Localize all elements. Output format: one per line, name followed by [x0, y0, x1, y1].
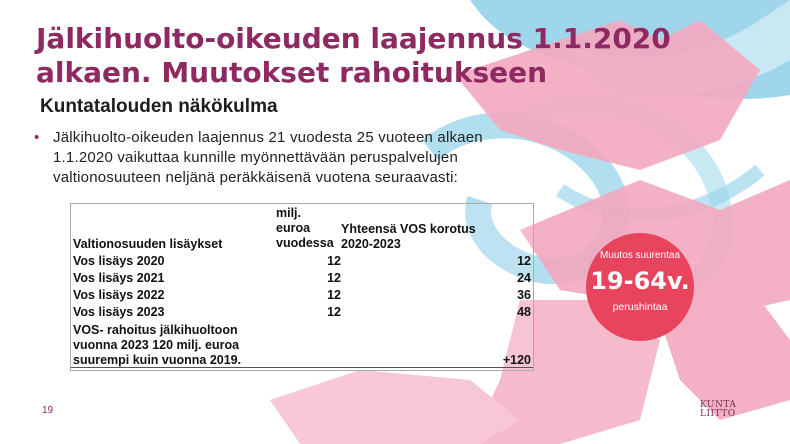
logo-line-2: LIITTO — [700, 409, 736, 419]
title-line-2: alkaen. Muutokset rahoitukseen — [36, 56, 548, 89]
title-line-1: Jälkihuolto-oikeuden laajennus 1.1.2020 — [36, 22, 671, 55]
row-label: Vos lisäys 2020 — [73, 254, 165, 268]
bullet-line-2: 1.1.2020 vaikuttaa kunnille myönnettävää… — [53, 149, 459, 166]
badge-top-text: Muutos suurentaa — [599, 250, 681, 261]
footer-line-2: vuonna 2023 120 milj. euroa — [73, 338, 240, 352]
footer-value: +120 — [502, 353, 531, 367]
table-bottom-divider — [71, 367, 533, 368]
header-total-line-2: 2020-2023 — [341, 237, 401, 251]
footer-note: VOS- rahoitus jälkihuoltoon vuonna 2023 … — [73, 323, 273, 368]
footer-line-1: VOS- rahoitus jälkihuoltoon — [73, 323, 238, 337]
row-milj: 12 — [327, 305, 341, 319]
header-milj-line-3: vuodessa — [276, 236, 334, 250]
badge-bottom-text: perushintaa — [612, 301, 668, 313]
header-milj-line-2: euroa — [276, 221, 311, 235]
bullet-line-1: Jälkihuolto-oikeuden laajennus 21 vuodes… — [53, 129, 483, 146]
header-label: Valtionosuuden lisäykset — [73, 237, 223, 251]
row-label: Vos lisäys 2021 — [73, 271, 165, 285]
funding-table: Valtionosuuden lisäykset milj. euroa vuo… — [70, 203, 534, 371]
row-milj: 12 — [327, 288, 341, 302]
kuntaliitto-logo: KUNTA LIITTO — [700, 401, 736, 419]
header-total: Yhteensä VOS korotus 2020-2023 — [341, 222, 516, 252]
row-total: 36 — [517, 288, 531, 302]
row-label: Vos lisäys 2023 — [73, 305, 165, 319]
header-total-line-1: Yhteensä VOS korotus — [341, 222, 476, 236]
row-milj: 12 — [327, 254, 341, 268]
logo-line-1: KUNTA — [700, 400, 737, 410]
badge-big-text: 19-64v. — [590, 267, 690, 295]
row-total: 24 — [517, 271, 531, 285]
row-milj: 12 — [327, 271, 341, 285]
slide-subtitle: Kuntatalouden näkökulma — [40, 96, 278, 117]
page-number: 19 — [42, 405, 54, 416]
bullet-dot-icon: • — [34, 129, 40, 146]
row-total: 12 — [517, 254, 531, 268]
bullet-line-3: valtionosuuteen neljänä peräkkäisenä vuo… — [53, 169, 459, 186]
price-change-badge: Muutos suurentaa 19-64v. perushintaa — [586, 233, 694, 341]
footer-line-3: suurempi kuin vuonna 2019. — [73, 353, 242, 367]
slide-title: Jälkihuolto-oikeuden laajennus 1.1.2020 … — [36, 22, 716, 90]
header-milj-line-1: milj. — [276, 206, 302, 220]
header-milj: milj. euroa vuodessa — [276, 206, 356, 251]
bullet-paragraph: • Jälkihuolto-oikeuden laajennus 21 vuod… — [34, 128, 594, 188]
row-total: 48 — [517, 305, 531, 319]
row-label: Vos lisäys 2022 — [73, 288, 165, 302]
